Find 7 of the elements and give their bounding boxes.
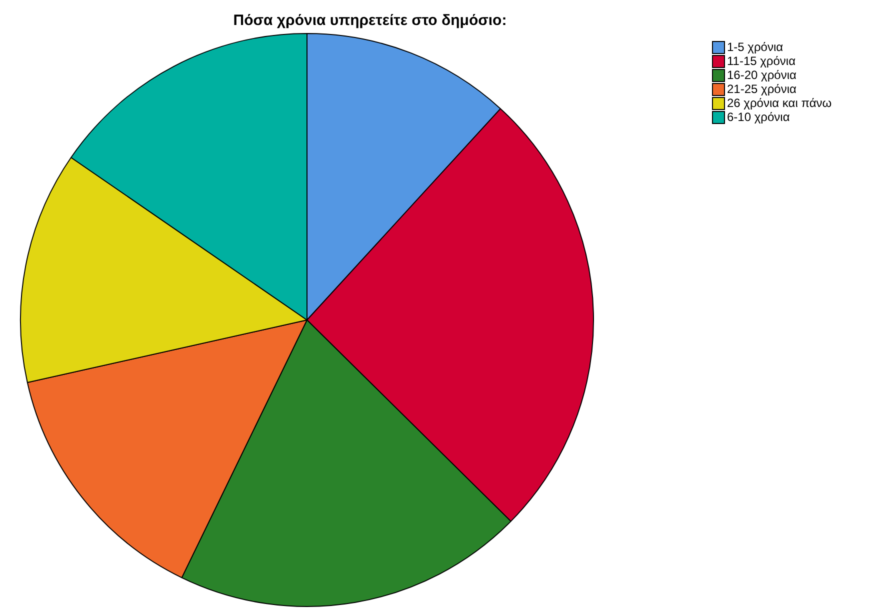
legend-label: 16-20 χρόνια [727,68,796,82]
legend-label: 6-10 χρόνια [727,110,790,124]
legend-label: 1-5 χρόνια [727,40,784,54]
legend-label: 26 χρόνια και πάνω [727,96,832,110]
legend-label: 21-25 χρόνια [727,82,796,96]
legend-label: 11-15 χρόνια [727,54,796,68]
chart-title: Πόσα χρόνια υπηρετείτε στο δημόσιο: [232,12,508,29]
